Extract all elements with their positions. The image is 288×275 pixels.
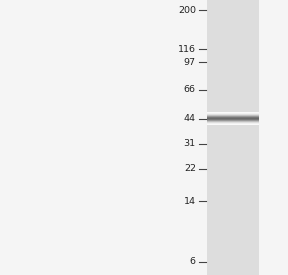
Text: 97: 97 [184,57,196,67]
Text: 14: 14 [184,197,196,205]
Text: 31: 31 [184,139,196,149]
Bar [207,0,259,275]
Text: 44: 44 [184,114,196,123]
Text: 200: 200 [178,6,196,15]
Text: 116: 116 [178,45,196,54]
Text: 6: 6 [190,257,196,266]
Text: 22: 22 [184,164,196,173]
Text: 66: 66 [184,85,196,94]
